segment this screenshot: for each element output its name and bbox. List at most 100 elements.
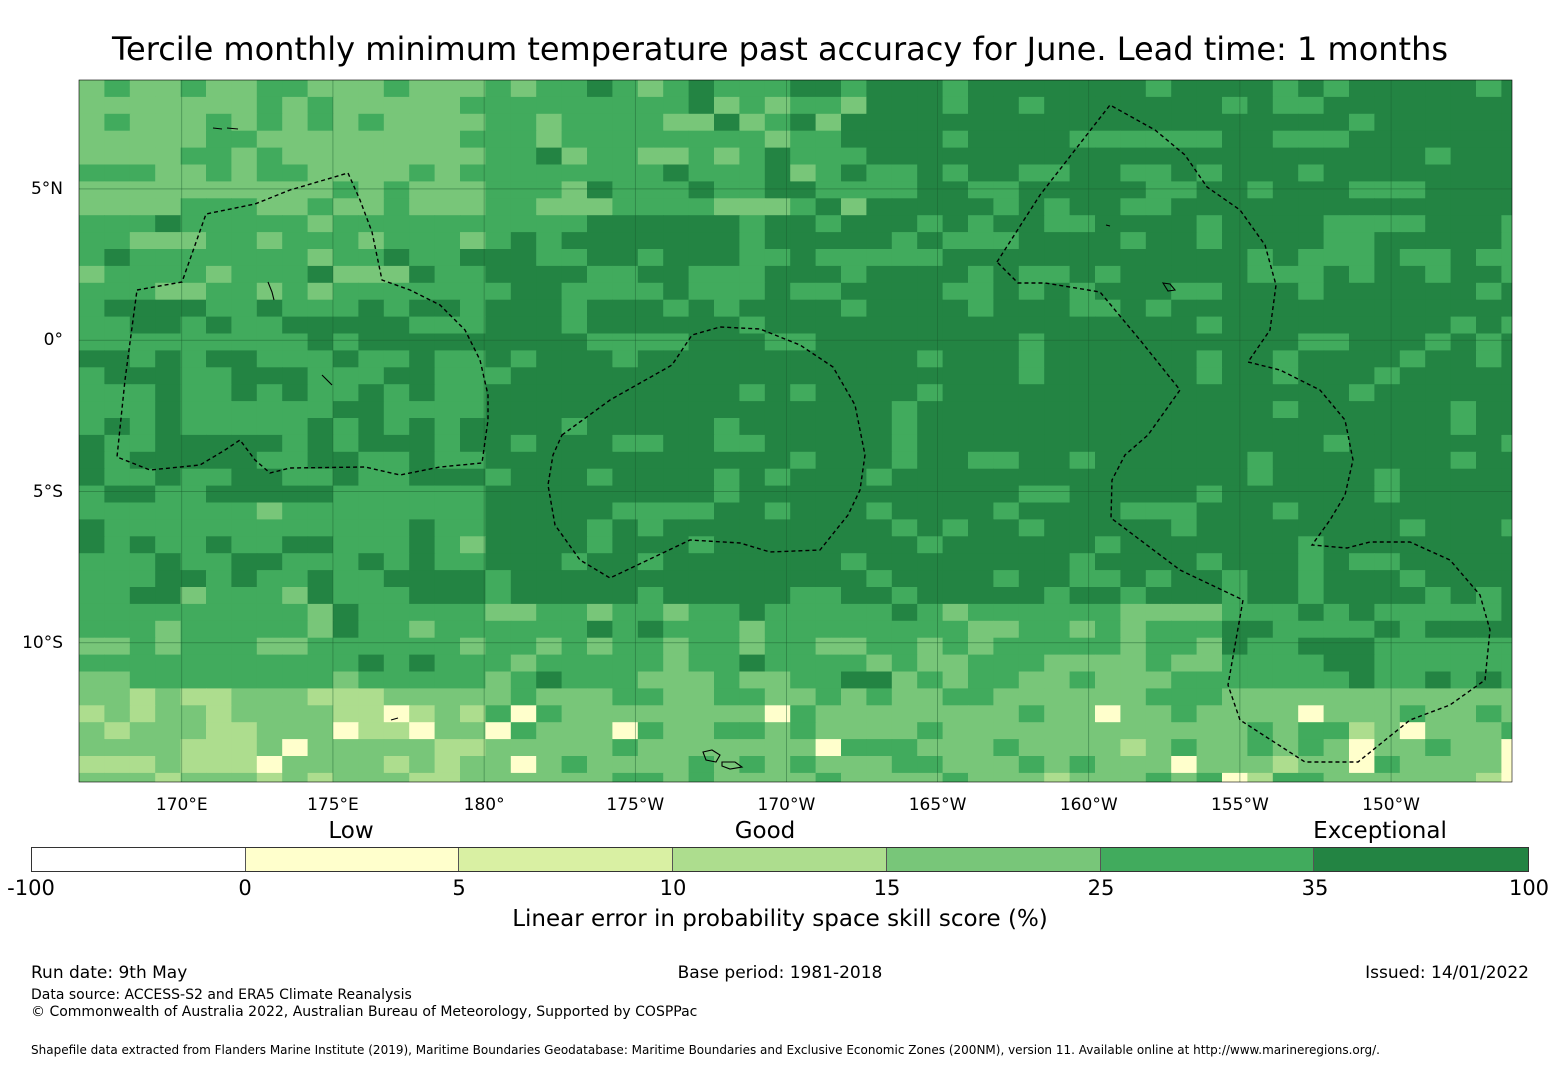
grid-cell (1069, 418, 1096, 436)
grid-cell (714, 367, 740, 385)
grid-cell (231, 722, 258, 740)
grid-cell (891, 620, 918, 639)
grid-cell (1476, 249, 1502, 267)
grid-cell (1120, 553, 1147, 571)
grid-cell (841, 384, 867, 402)
grid-cell (282, 468, 309, 487)
grid-cell (663, 147, 690, 166)
grid-cell (1374, 232, 1401, 250)
grid-cell (739, 249, 766, 267)
grid-cell (1120, 502, 1147, 520)
grid-cell (383, 722, 410, 740)
grid-cell (485, 401, 512, 419)
grid-cell (180, 384, 207, 402)
grid-cell (637, 434, 664, 453)
grid-cell (256, 80, 283, 98)
grid-cell (358, 637, 385, 656)
grid-cell (383, 249, 410, 267)
grid-cell (307, 147, 334, 166)
grid-cell (460, 637, 486, 656)
grid-cell (155, 147, 182, 166)
grid-cell (1349, 637, 1375, 656)
grid-cell (968, 232, 994, 250)
grid-cell (1171, 418, 1198, 436)
grid-cell (104, 637, 131, 656)
grid-cell (333, 147, 359, 166)
grid-cell (764, 570, 791, 588)
grid-cell (409, 570, 436, 588)
grid-cell (333, 215, 359, 233)
grid-cell (485, 232, 512, 250)
grid-cell (587, 654, 613, 673)
latitude-label: 0° (43, 330, 63, 351)
grid-cell (1501, 249, 1512, 267)
grid-cell (256, 587, 283, 605)
grid-cell (790, 468, 817, 487)
grid-cell (942, 181, 969, 199)
grid-cell (383, 553, 410, 571)
grid-cell (1247, 451, 1274, 470)
grid-cell (739, 367, 766, 385)
grid-cell (460, 468, 486, 487)
grid-cell (409, 654, 436, 673)
grid-cell (1120, 536, 1147, 554)
grid-cell (1501, 756, 1512, 774)
grid-cell (434, 249, 461, 267)
grid-cell (917, 587, 944, 605)
grid-cell (1349, 620, 1375, 639)
grid-cell (637, 249, 664, 267)
grid-cell (383, 265, 410, 284)
grid-cell (104, 80, 131, 98)
grid-cell (1323, 519, 1350, 537)
grid-cell (739, 164, 766, 182)
grid-cell (587, 620, 613, 639)
grid-cell (612, 215, 639, 233)
grid-cell (841, 519, 867, 537)
grid-cell (256, 451, 283, 470)
grid-cell (790, 130, 817, 149)
grid-cell (917, 316, 944, 335)
grid-cell (815, 215, 842, 233)
grid-cell (460, 299, 486, 318)
grid-cell (1095, 688, 1121, 706)
grid-cell (383, 333, 410, 351)
grid-cell (1425, 96, 1452, 115)
grid-cell (409, 671, 436, 689)
grid-cell (510, 418, 537, 436)
grid-cell (1044, 232, 1071, 250)
grid-cell (1044, 468, 1071, 487)
grid-cell (1018, 739, 1045, 757)
grid-cell (1298, 249, 1325, 267)
grid-cell (917, 350, 944, 368)
grid-cell (1222, 401, 1248, 419)
grid-cell (1374, 181, 1401, 199)
grid-cell (1044, 434, 1071, 453)
grid-cell (256, 671, 283, 689)
grid-cell (841, 401, 867, 419)
grid-cell (333, 772, 359, 782)
grid-cell (942, 502, 969, 520)
grid-cell (333, 113, 359, 132)
grid-cell (1171, 434, 1198, 453)
grid-cell (307, 620, 334, 639)
grid-cell (917, 485, 944, 504)
grid-cell (256, 198, 283, 216)
grid-cell (180, 299, 207, 318)
grid-cell (460, 198, 486, 216)
grid-cell (358, 350, 385, 368)
grid-cell (1171, 316, 1198, 335)
grid-cell (968, 553, 994, 571)
grid-cell (1425, 350, 1452, 368)
grid-cell (1298, 215, 1325, 233)
atoll-4 (390, 717, 399, 721)
grid-cell (1247, 96, 1274, 115)
grid-cell (180, 756, 207, 774)
grid-cell (510, 536, 537, 554)
grid-cell (637, 232, 664, 250)
grid-cell (307, 249, 334, 267)
grid-cell (231, 367, 258, 385)
grid-cell (739, 434, 766, 453)
grid-cell (1145, 232, 1172, 250)
grid-cell (714, 249, 740, 267)
grid-cell (333, 434, 359, 453)
